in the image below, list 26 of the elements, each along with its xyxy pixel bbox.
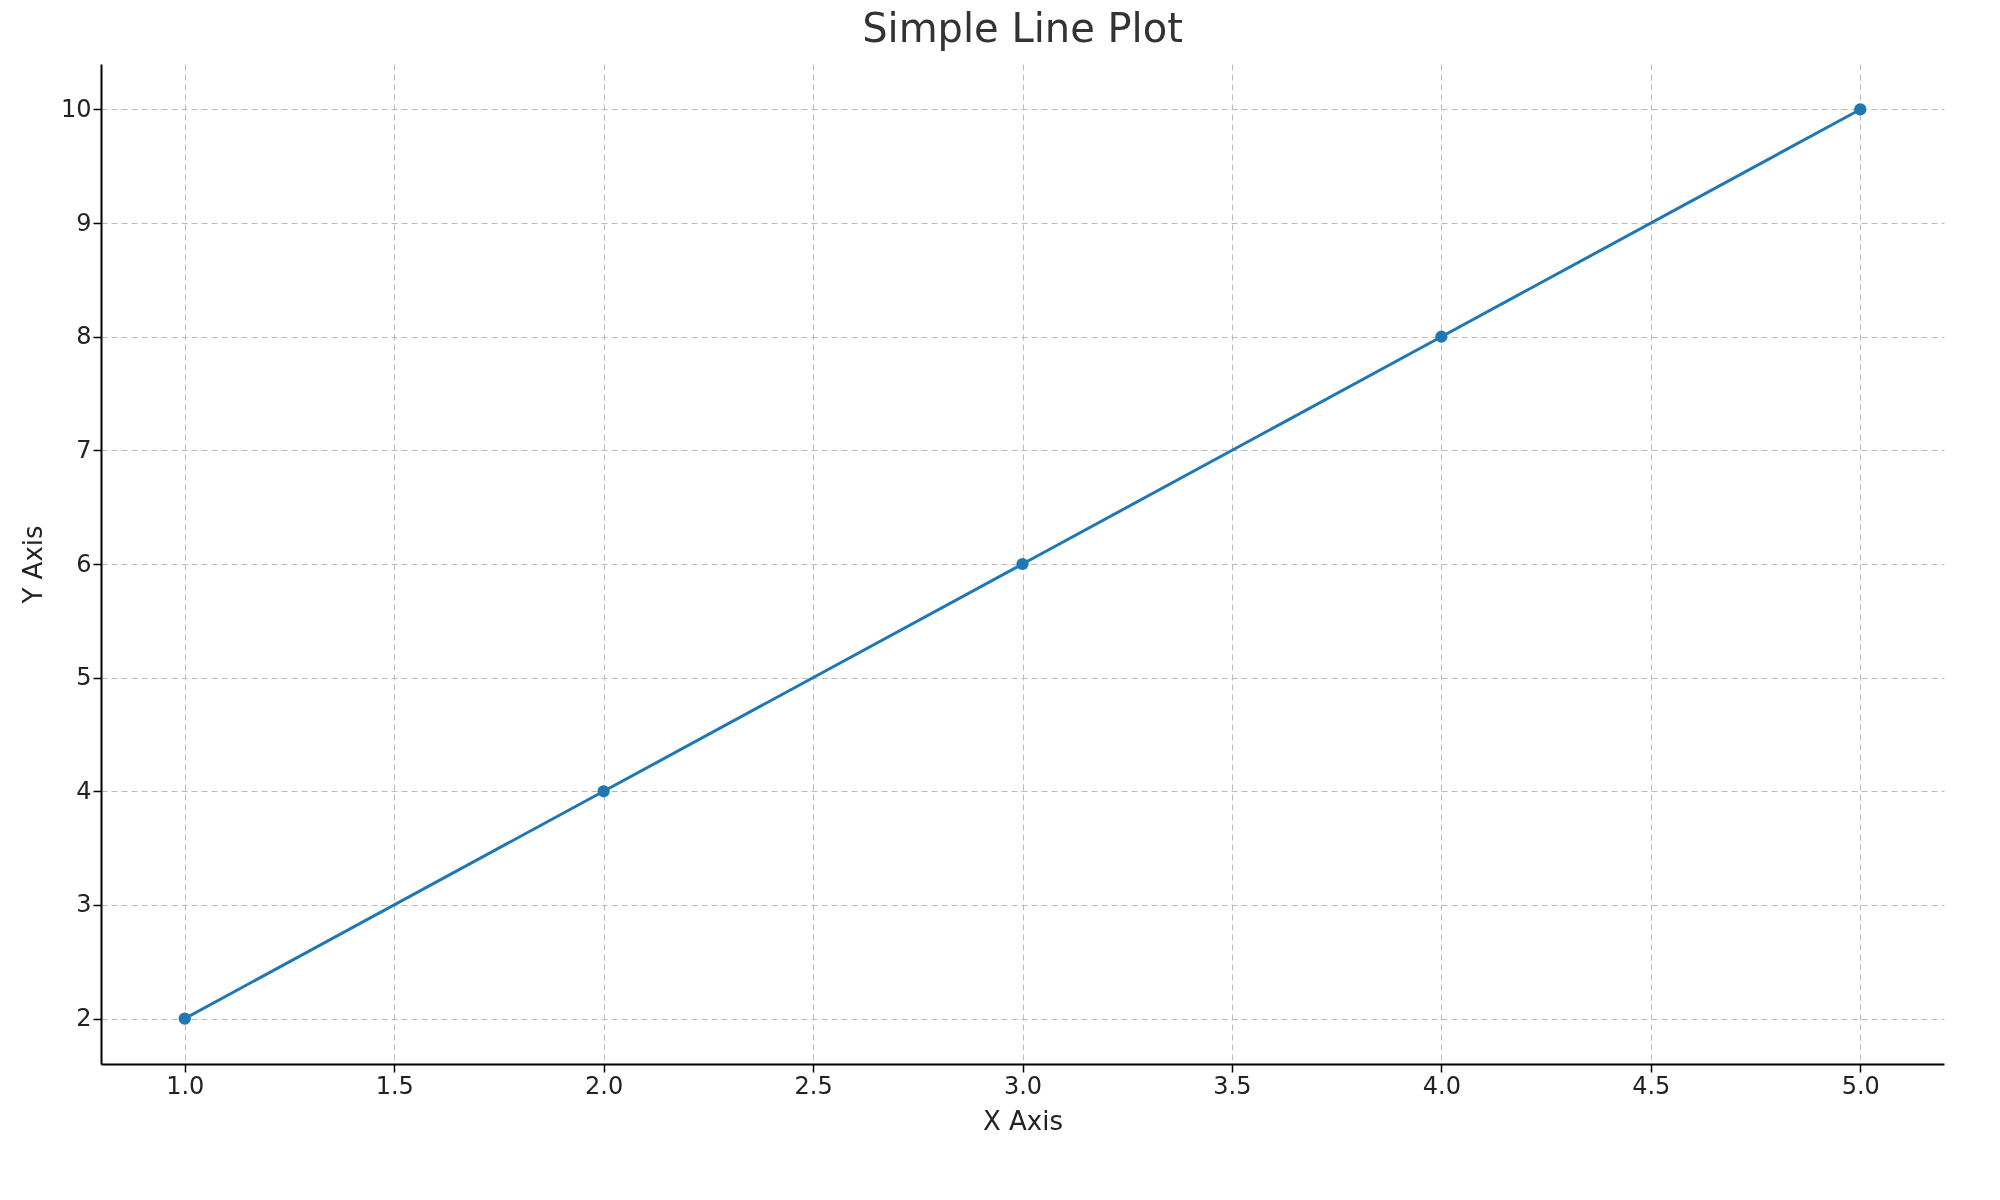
point: [178, 1012, 191, 1025]
y-tick-label: 5: [76, 663, 92, 692]
y-tick-label: 6: [76, 549, 92, 578]
point: [1854, 103, 1867, 116]
point: [1016, 557, 1029, 571]
x-tick-label: 4.0: [1422, 1071, 1461, 1100]
y-axis-title: Y Axis: [17, 525, 48, 605]
y-tick-label: 10: [60, 94, 92, 123]
y-tick-label: 2: [76, 1004, 92, 1033]
x-tick-label: 5.0: [1841, 1071, 1880, 1100]
point: [597, 785, 610, 798]
y-tick-label: 4: [76, 776, 92, 805]
x-tick-label: 2.5: [794, 1071, 833, 1100]
y-tick-label: 9: [76, 208, 92, 237]
y-tick-label: 3: [76, 890, 92, 919]
x-tick-label: 3.0: [1003, 1071, 1043, 1100]
x-tick-label: 4.5: [1632, 1071, 1671, 1100]
y-tick-label: 8: [76, 322, 92, 351]
x-tick-label: 2.0: [585, 1071, 624, 1100]
y-tick-label: 7: [76, 435, 92, 464]
chart-title: Simple Line Plot: [862, 5, 1183, 51]
x-tick-label: 1.5: [375, 1071, 414, 1100]
x-axis-title: X Axis: [982, 1105, 1064, 1136]
x-tick-label: 1.0: [166, 1071, 205, 1100]
point: [1435, 330, 1448, 343]
x-tick-label: 3.5: [1213, 1071, 1252, 1100]
